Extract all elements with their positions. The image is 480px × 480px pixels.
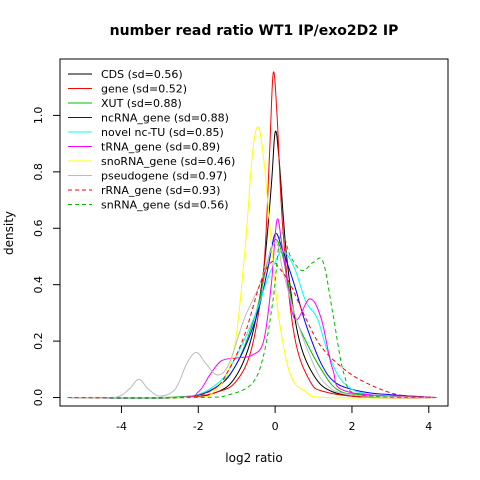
legend-entry-label: snRNA_gene (sd=0.56)	[101, 199, 229, 212]
x-axis-label: log2 ratio	[225, 451, 282, 465]
legend: CDS (sd=0.56) gene (sd=0.52)XUT (sd=0.88)…	[68, 68, 235, 212]
y-tick-label: 0.6	[32, 220, 45, 238]
y-tick-label: 0.8	[32, 163, 45, 181]
y-tick-label: 0.2	[32, 332, 45, 350]
legend-entry-label: pseudogene (sd=0.97)	[101, 170, 227, 183]
legend-entry-label: ncRNA_gene (sd=0.88)	[101, 112, 229, 125]
series-layer	[67, 71, 437, 400]
chart-title: number read ratio WT1 IP/exo2D2 IP	[110, 23, 399, 39]
series-line-7	[67, 241, 437, 399]
series-line-5	[67, 218, 437, 399]
plot-frame	[59, 58, 449, 407]
y-tick-label: 0.0	[32, 389, 45, 407]
x-tick-label: -4	[116, 420, 127, 433]
legend-entry-label: novel nc-TU (sd=0.85)	[101, 126, 224, 139]
y-tick-label: 0.4	[32, 276, 45, 294]
legend-entry-label: rRNA_gene (sd=0.93)	[101, 184, 220, 197]
legend-entry-label: tRNA_gene (sd=0.89)	[101, 141, 220, 154]
series-line-6	[67, 126, 437, 399]
series-line-9	[67, 232, 437, 399]
legend-entry-label: gene (sd=0.52)	[101, 83, 187, 96]
legend-entry-label: snoRNA_gene (sd=0.46)	[101, 155, 235, 168]
y-axis-label: density	[2, 211, 16, 255]
x-tick-label: 4	[425, 420, 432, 433]
series-line-1	[67, 71, 437, 399]
x-tick-label: -2	[193, 420, 204, 433]
series-line-8	[67, 260, 437, 399]
y-tick-label: 1.0	[32, 107, 45, 125]
legend-entry-label: XUT (sd=0.88)	[101, 97, 182, 110]
x-tick-label: 0	[272, 420, 279, 433]
legend-entry-label: CDS (sd=0.56)	[101, 68, 183, 81]
x-tick-label: 2	[348, 420, 355, 433]
